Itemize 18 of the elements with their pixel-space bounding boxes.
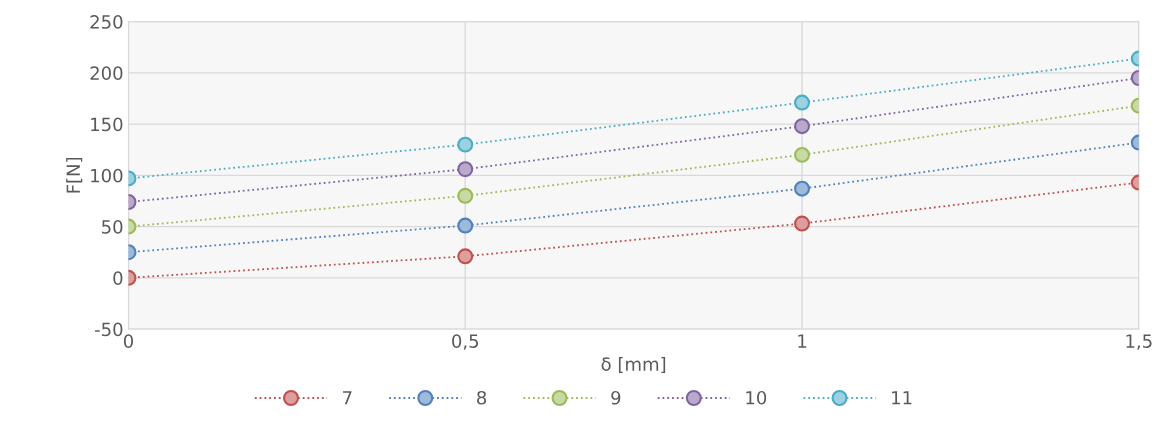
y-axis-title: F[N]: [66, 157, 83, 193]
y-tick-label: 200: [90, 66, 123, 80]
legend-label: 7: [343, 391, 352, 405]
y-tick-label: -50: [95, 322, 123, 337]
x-tick-label: 1,5: [1126, 334, 1152, 350]
legend-label: 11: [892, 391, 912, 405]
legend-label: 10: [746, 390, 767, 405]
legend-label: 9: [611, 390, 621, 405]
x-tick-label: 0,5: [452, 334, 479, 350]
y-tick-label: 150: [91, 117, 123, 132]
legend-label: 8: [477, 390, 487, 405]
y-tick-label: 50: [102, 220, 123, 234]
y-tick-label: 0: [113, 271, 123, 285]
x-tick-label: 0: [123, 334, 134, 348]
x-axis-title: δ [mm]: [601, 356, 666, 374]
x-tick-label: 1: [798, 334, 807, 348]
y-tick-label: 100: [91, 168, 123, 183]
y-tick-label: 250: [90, 15, 123, 29]
